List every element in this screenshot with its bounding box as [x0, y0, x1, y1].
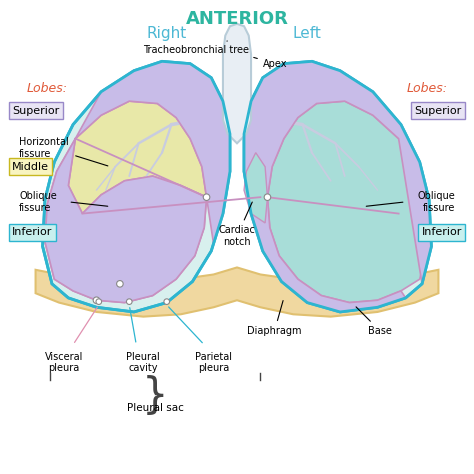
Circle shape [127, 299, 132, 304]
Polygon shape [244, 61, 431, 312]
Text: Superior: Superior [415, 106, 462, 116]
Text: Cardiac
notch: Cardiac notch [219, 202, 255, 247]
Text: Oblique
fissure: Oblique fissure [417, 191, 455, 213]
Polygon shape [45, 101, 207, 302]
Text: Pleural sac: Pleural sac [127, 403, 183, 413]
Polygon shape [36, 267, 438, 317]
Circle shape [164, 299, 170, 304]
Polygon shape [223, 24, 251, 143]
Text: Base: Base [356, 307, 392, 336]
Text: Parietal
pleura: Parietal pleura [195, 352, 232, 374]
Polygon shape [267, 101, 429, 302]
Text: Pleural
cavity: Pleural cavity [127, 352, 160, 374]
Circle shape [264, 194, 271, 201]
Text: Inferior: Inferior [12, 228, 53, 237]
Polygon shape [68, 101, 207, 214]
Text: Inferior: Inferior [421, 228, 462, 237]
Text: Apex: Apex [254, 57, 287, 69]
Circle shape [93, 297, 100, 303]
Polygon shape [244, 61, 431, 312]
Text: Tracheobronchial tree: Tracheobronchial tree [143, 41, 249, 55]
Text: Middle: Middle [12, 162, 49, 172]
Text: Oblique
fissure: Oblique fissure [19, 191, 57, 213]
Text: Visceral
pleura: Visceral pleura [45, 352, 83, 374]
Circle shape [96, 299, 101, 304]
Text: Lobes:: Lobes: [26, 82, 67, 95]
Circle shape [203, 194, 210, 201]
Text: }: } [142, 375, 168, 417]
Text: Horizontal
fissure: Horizontal fissure [19, 137, 69, 159]
Text: Superior: Superior [12, 106, 59, 116]
Polygon shape [45, 61, 230, 302]
Text: Diaphragm: Diaphragm [247, 301, 302, 336]
Text: ANTERIOR: ANTERIOR [185, 10, 289, 28]
Text: Right: Right [146, 26, 187, 41]
Polygon shape [43, 61, 230, 312]
Text: Lobes:: Lobes: [407, 82, 448, 95]
Polygon shape [244, 153, 267, 223]
Circle shape [117, 281, 123, 287]
Text: Left: Left [293, 26, 322, 41]
